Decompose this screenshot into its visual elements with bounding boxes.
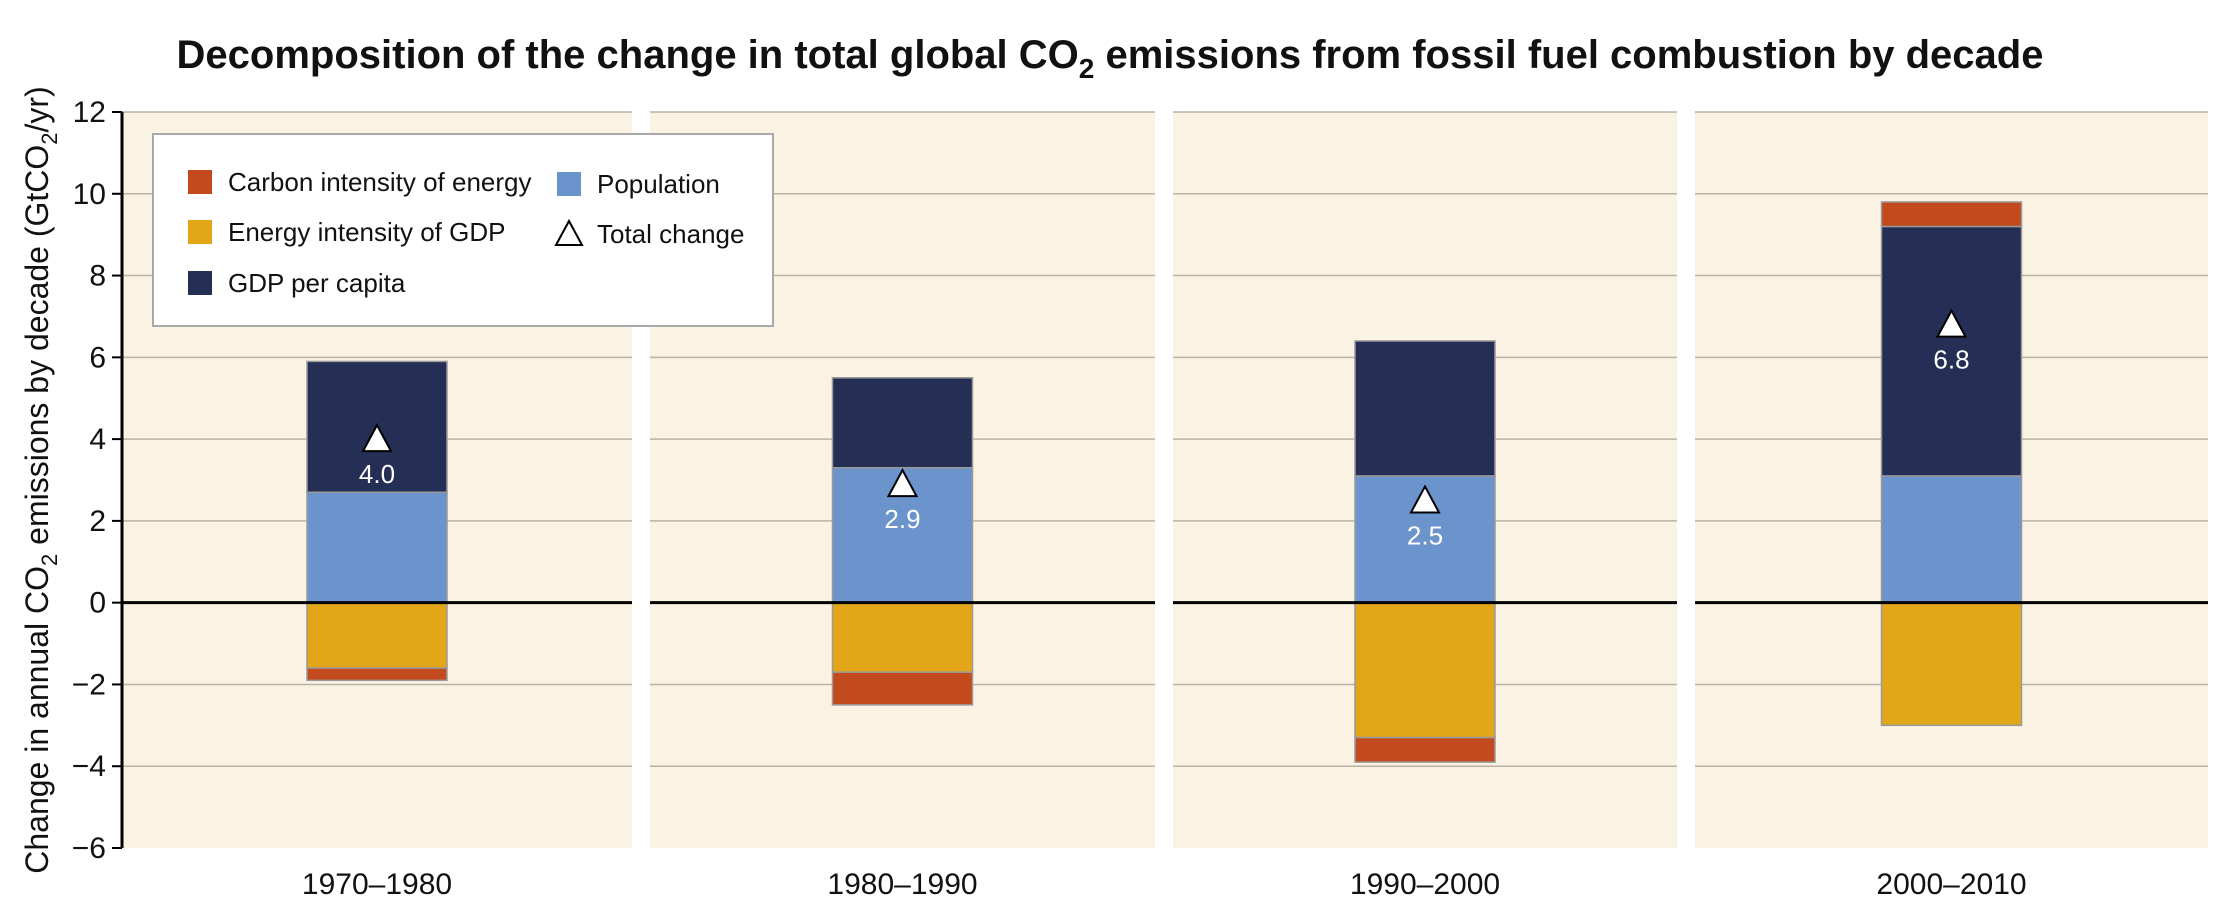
y-axis-label-subscript: 2	[37, 554, 62, 566]
bar-segment	[1880, 225, 2023, 477]
bar-segment	[1880, 475, 2023, 604]
y-tick-label: −4	[72, 750, 106, 783]
legend-label: GDP per capita	[228, 268, 406, 298]
chart-title: Decomposition of the change in total glo…	[177, 33, 2044, 84]
bar-segment	[1880, 601, 2023, 727]
y-tick-label: 6	[89, 341, 106, 374]
bar-segment	[1354, 601, 1496, 739]
legend-label: Energy intensity of GDP	[228, 217, 505, 247]
bar-segment	[1354, 340, 1496, 477]
legend-swatch	[188, 220, 212, 244]
legend-label: Carbon intensity of energy	[228, 167, 532, 197]
legend-triangle-marker	[554, 218, 584, 246]
legend-swatch	[188, 170, 212, 194]
bar-segment	[831, 671, 974, 706]
y-axis-label: Change in annual CO2 emissions by decade…	[19, 86, 62, 874]
y-axis-label-part: Change in annual CO	[19, 566, 55, 874]
y-tick-label: 0	[89, 587, 106, 620]
x-category-label: 1980–1990	[827, 868, 977, 901]
total-change-label: 4.0	[359, 459, 395, 489]
bar-segment	[831, 601, 974, 673]
legend-swatch	[557, 172, 581, 196]
total-change-label: 2.9	[884, 504, 920, 534]
legend-label: Population	[597, 169, 720, 199]
bar-segment	[1354, 736, 1496, 763]
bar-segment	[306, 601, 448, 669]
bar-segment	[306, 491, 448, 604]
chart-title-subscript: 2	[1079, 53, 1095, 84]
y-tick-label: 8	[89, 260, 106, 293]
bar-segment	[1880, 201, 2023, 228]
legend-label: Total change	[597, 219, 744, 249]
bar-segment	[831, 377, 974, 469]
chart-title-main: Decomposition of the change in total glo…	[177, 33, 1079, 77]
y-tick-label: 12	[73, 96, 106, 129]
y-tick-label: 4	[89, 423, 106, 456]
total-change-marker	[361, 423, 393, 453]
total-change-marker	[1409, 484, 1441, 514]
total-change-label: 6.8	[1933, 345, 1969, 375]
bar-segment	[306, 667, 448, 682]
y-axis-label-part: /yr)	[19, 86, 55, 132]
y-axis-label-subscript: 2	[37, 132, 62, 144]
legend: Carbon intensity of energy Energy intensi…	[152, 133, 774, 327]
x-category-label: 1990–2000	[1350, 868, 1500, 901]
y-tick-label: 10	[73, 178, 106, 211]
total-change-marker	[1935, 308, 1968, 338]
y-tick-label: −6	[72, 832, 106, 865]
y-tick-label: −2	[72, 668, 106, 701]
y-axis-label-part: emissions by decade (GtCO	[19, 145, 55, 554]
y-tick-label: 2	[89, 505, 106, 538]
legend-box	[152, 133, 774, 327]
x-category-label: 2000–2010	[1876, 868, 2026, 901]
total-change-label: 2.5	[1407, 520, 1443, 550]
total-change-marker	[886, 467, 919, 498]
legend-swatch	[188, 271, 212, 295]
chart-title-end: emissions from fossil fuel combustion by…	[1094, 33, 2043, 77]
x-category-label: 1970–1980	[302, 868, 452, 901]
